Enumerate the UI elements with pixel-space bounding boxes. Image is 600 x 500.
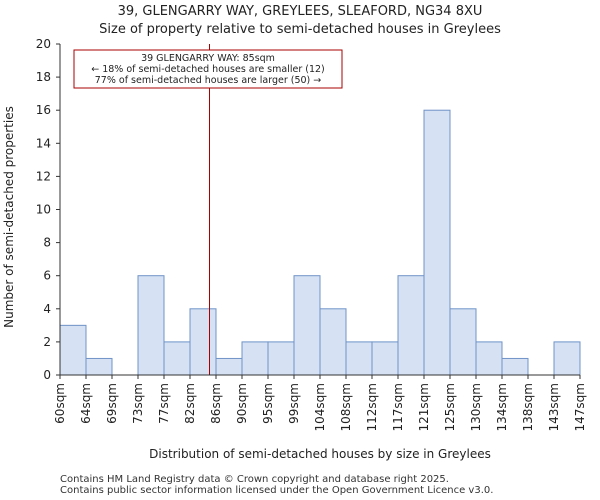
y-tick-label: 12 (36, 169, 51, 183)
histogram-bar (293, 275, 321, 376)
y-tick-label: 16 (36, 103, 51, 117)
y-tick-label: 20 (36, 37, 51, 51)
histogram-bar (553, 341, 581, 376)
histogram-bar (371, 341, 399, 376)
x-axis-title: Distribution of semi-detached houses by … (149, 447, 491, 461)
histogram-bar (267, 341, 295, 376)
x-tick-label: 90sqm (235, 383, 249, 424)
footer-licence: Contains public sector information licen… (60, 485, 494, 496)
annotation-line-3: 77% of semi-detached houses are larger (… (95, 75, 322, 86)
x-tick-label: 125sqm (443, 383, 457, 431)
x-tick-label: 60sqm (53, 383, 67, 424)
chart-title: 39, GLENGARRY WAY, GREYLEES, SLEAFORD, N… (117, 4, 483, 19)
histogram-bar (59, 324, 87, 376)
histogram-bar (189, 308, 217, 376)
x-tick-label: 77sqm (157, 383, 171, 424)
y-axis-title: Number of semi-detached properties (2, 106, 16, 328)
x-tick-label: 95sqm (261, 383, 275, 424)
y-tick-label: 2 (43, 335, 51, 349)
x-tick-label: 112sqm (365, 383, 379, 431)
x-tick-label: 82sqm (183, 383, 197, 424)
x-tick-label: 117sqm (391, 383, 405, 431)
histogram-bar (345, 341, 373, 376)
annotation-line-1: 39 GLENGARRY WAY: 85sqm (141, 53, 275, 64)
x-tick-label: 104sqm (313, 383, 327, 431)
x-tick-label: 130sqm (469, 383, 483, 431)
x-tick-label: 64sqm (79, 383, 93, 424)
histogram-bar (319, 308, 347, 376)
x-tick-label: 99sqm (287, 383, 301, 424)
histogram-bar (137, 275, 165, 376)
chart-subtitle: Size of property relative to semi-detach… (99, 22, 501, 37)
y-tick-label: 10 (36, 203, 51, 217)
histogram-bar (423, 109, 451, 376)
x-tick-label: 69sqm (105, 383, 119, 424)
x-tick-label: 108sqm (339, 383, 353, 431)
histogram-bar (475, 341, 503, 376)
x-tick-label: 73sqm (131, 383, 145, 424)
footer-copyright: Contains HM Land Registry data © Crown c… (60, 474, 449, 485)
histogram-bar (215, 357, 243, 376)
y-tick-label: 14 (36, 136, 51, 150)
histogram-bar (85, 357, 113, 376)
x-tick-label: 147sqm (573, 383, 587, 431)
y-tick-label: 4 (43, 302, 51, 316)
x-tick-label: 143sqm (547, 383, 561, 431)
y-tick-label: 6 (43, 269, 51, 283)
histogram-bar (501, 357, 529, 376)
histogram-bar (163, 341, 191, 376)
x-tick-label: 86sqm (209, 383, 223, 424)
histogram-bar (241, 341, 269, 376)
y-tick-label: 8 (43, 236, 51, 250)
x-tick-label: 121sqm (417, 383, 431, 431)
histogram-bar (397, 275, 425, 376)
x-tick-label: 134sqm (495, 383, 509, 431)
y-tick-label: 0 (43, 368, 51, 382)
annotation-line-2: ← 18% of semi-detached houses are smalle… (91, 64, 325, 75)
histogram-bar (449, 308, 477, 376)
annotation-box: 39 GLENGARRY WAY: 85sqm ← 18% of semi-de… (73, 49, 343, 89)
x-tick-label: 138sqm (521, 383, 535, 431)
y-tick-label: 18 (36, 70, 51, 84)
